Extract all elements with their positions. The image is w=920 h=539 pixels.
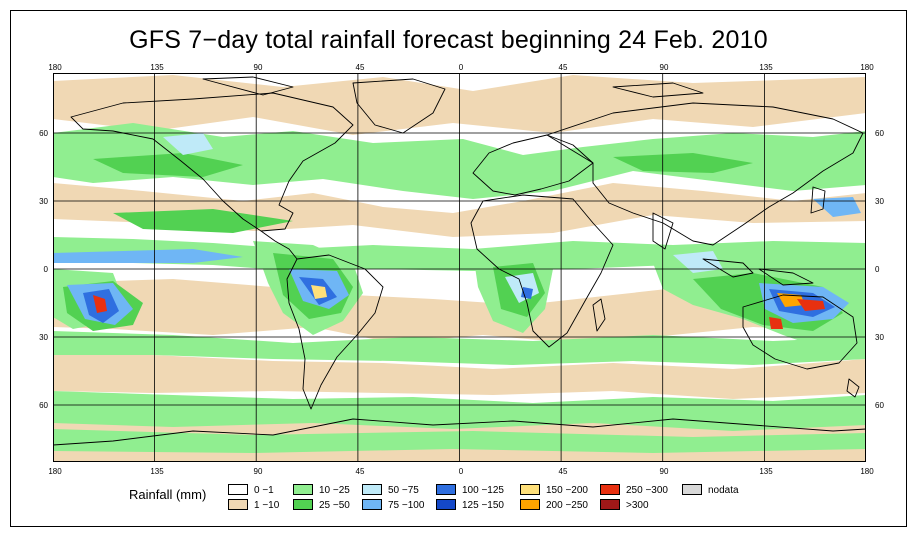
graticule	[53, 73, 866, 462]
legend-label: 0 −1	[254, 485, 274, 496]
legend-swatch-2	[293, 484, 313, 495]
legend-label: 75 −100	[388, 500, 425, 511]
lon-tick-bottom: 135	[150, 467, 164, 476]
map-border	[53, 73, 866, 462]
lon-tick-top: 0	[458, 63, 464, 72]
lon-tick-bottom: 90	[659, 467, 669, 476]
legend-label: 1 −10	[254, 500, 280, 511]
lon-tick-top: 180	[860, 63, 874, 72]
rainfall-heavy-cores	[83, 277, 835, 329]
lat-tick-right: 60	[875, 401, 884, 410]
lon-tick-bottom: 45	[355, 467, 365, 476]
lon-tick-top: 135	[150, 63, 164, 72]
lon-tick-top: 135	[759, 63, 773, 72]
legend-label: 25 −50	[319, 500, 350, 511]
legend-swatch-9	[520, 499, 540, 510]
legend-label: 50 −75	[388, 485, 419, 496]
lon-tick-top: 45	[558, 63, 568, 72]
legend-label: 10 −25	[319, 485, 350, 496]
legend-swatch-3	[293, 499, 313, 510]
legend-swatch-7	[436, 499, 456, 510]
lon-tick-bottom: 45	[558, 467, 568, 476]
lon-tick-top: 180	[48, 63, 62, 72]
lon-tick-bottom: 135	[759, 467, 773, 476]
legend-title: Rainfall (mm)	[129, 487, 207, 502]
lat-tick-right: 0	[875, 265, 880, 274]
lat-tick-right: 30	[875, 333, 884, 342]
legend-swatch-0	[228, 484, 248, 495]
legend-label: 250 −300	[626, 485, 668, 496]
lat-tick-right: 30	[875, 197, 884, 206]
legend-swatch-12	[682, 484, 702, 495]
lon-tick-bottom: 0	[458, 467, 464, 476]
lat-tick-left: 60	[39, 401, 48, 410]
lat-tick-left: 60	[39, 129, 48, 138]
lon-tick-top: 45	[355, 63, 365, 72]
figure-frame	[10, 10, 907, 527]
legend-swatch-1	[228, 499, 248, 510]
legend-swatch-6	[436, 484, 456, 495]
legend-swatch-11	[600, 499, 620, 510]
lon-tick-top: 90	[253, 63, 263, 72]
legend-swatch-4	[362, 484, 382, 495]
map-title: GFS 7−day total rainfall forecast beginn…	[129, 26, 768, 54]
lat-tick-left: 30	[39, 333, 48, 342]
legend-swatch-8	[520, 484, 540, 495]
legend-label: 100 −125	[462, 485, 504, 496]
lat-tick-left: 0	[43, 265, 48, 274]
legend-swatch-5	[362, 499, 382, 510]
legend-label: nodata	[708, 485, 739, 496]
lon-tick-top: 90	[659, 63, 669, 72]
coastlines	[53, 76, 866, 446]
lon-tick-bottom: 180	[48, 467, 62, 476]
lat-tick-left: 30	[39, 197, 48, 206]
legend-swatch-10	[600, 484, 620, 495]
lon-tick-bottom: 90	[253, 467, 263, 476]
legend-label: 125 −150	[462, 500, 504, 511]
rainfall-map	[53, 73, 866, 462]
legend-label: >300	[626, 500, 649, 511]
lon-tick-bottom: 180	[860, 467, 874, 476]
legend-label: 200 −250	[546, 500, 588, 511]
legend-label: 150 −200	[546, 485, 588, 496]
lat-tick-right: 60	[875, 129, 884, 138]
